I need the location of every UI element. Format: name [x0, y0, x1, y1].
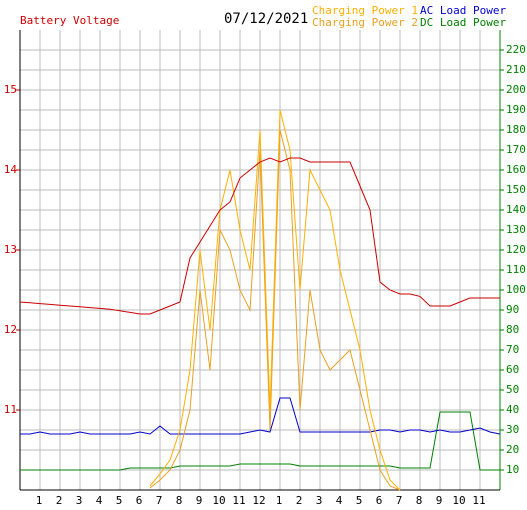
x-tick-label: 6: [376, 494, 383, 507]
y2-tick-label: 100: [506, 283, 526, 296]
x-tick-label: 8: [416, 494, 423, 507]
legend-entry: DC Load Power: [420, 16, 506, 29]
series-line: [20, 397, 501, 435]
x-tick-label: 10: [452, 494, 465, 507]
y2-tick-label: 170: [506, 143, 526, 156]
y2-tick-label: 110: [506, 263, 526, 276]
legend-entry: Charging Power 2: [312, 16, 418, 29]
y2-tick-label: 160: [506, 163, 526, 176]
y-tick-label: 14: [4, 163, 18, 176]
series-line: [19, 157, 500, 315]
legend-entry: AC Load Power: [420, 4, 506, 17]
y2-tick-label: 210: [506, 63, 526, 76]
y2-tick-label: 130: [506, 223, 526, 236]
y2-tick-label: 20: [506, 443, 519, 456]
x-tick-label: 6: [136, 494, 143, 507]
x-tick-label: 2: [296, 494, 303, 507]
legend-entry: Charging Power 1: [312, 4, 418, 17]
x-tick-label: 5: [356, 494, 363, 507]
x-tick-label: 2: [56, 494, 63, 507]
x-tick-label: 4: [96, 494, 103, 507]
x-tick-label: 1: [36, 494, 43, 507]
y2-tick-label: 40: [506, 403, 519, 416]
y-tick-label: 13: [4, 243, 17, 256]
y2-tick-label: 180: [506, 123, 526, 136]
y-tick-label: 15: [4, 83, 17, 96]
x-tick-label: 7: [156, 494, 163, 507]
y2-tick-label: 140: [506, 203, 526, 216]
x-tick-label: 10: [212, 494, 225, 507]
y2-tick-label: 150: [506, 183, 526, 196]
series-line: [149, 109, 401, 491]
x-tick-label: 12: [252, 494, 265, 507]
x-tick-label: 11: [472, 494, 485, 507]
series-line: [149, 129, 401, 491]
y2-tick-label: 60: [506, 363, 519, 376]
y2-tick-label: 190: [506, 103, 526, 116]
y-tick-label: 11: [4, 403, 17, 416]
chart-date: 07/12/2021: [224, 11, 308, 27]
y-tick-label: 12: [4, 323, 17, 336]
legend-entry: Battery Voltage: [20, 14, 119, 27]
x-tick-label: 7: [396, 494, 403, 507]
y2-tick-label: 120: [506, 243, 526, 256]
x-tick-label: 4: [336, 494, 343, 507]
y2-tick-label: 220: [506, 43, 526, 56]
x-tick-label: 3: [316, 494, 323, 507]
y2-tick-label: 50: [506, 383, 519, 396]
y2-tick-label: 200: [506, 83, 526, 96]
y2-tick-label: 10: [506, 463, 519, 476]
y2-tick-label: 90: [506, 303, 519, 316]
x-tick-label: 1: [276, 494, 283, 507]
y2-tick-label: 80: [506, 323, 519, 336]
y2-tick-label: 70: [506, 343, 519, 356]
x-tick-label: 9: [196, 494, 203, 507]
x-tick-label: 3: [76, 494, 83, 507]
series-line: [20, 411, 500, 471]
x-tick-label: 9: [436, 494, 443, 507]
x-tick-label: 5: [116, 494, 123, 507]
x-tick-label: 11: [232, 494, 245, 507]
x-tick-label: 8: [176, 494, 183, 507]
y2-tick-label: 30: [506, 423, 519, 436]
